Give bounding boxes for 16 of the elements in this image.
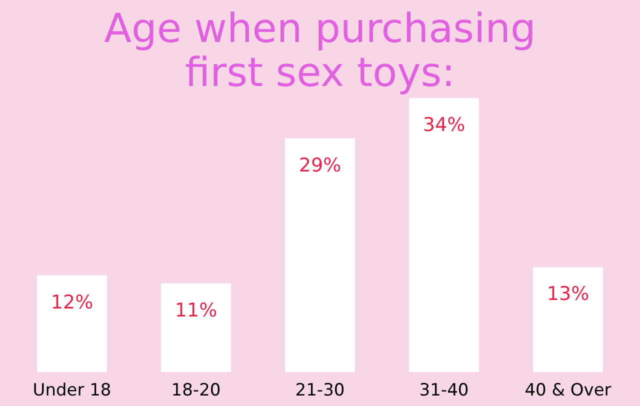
x-tick-label: Under 18 <box>32 380 112 400</box>
bar <box>533 267 603 372</box>
chart-title: Age when purchasing first sex toys: <box>104 6 536 96</box>
bar <box>161 283 231 372</box>
x-tick-label: 18-20 <box>171 380 221 400</box>
data-label: 29% <box>298 154 342 176</box>
data-label: 11% <box>174 299 218 322</box>
x-tick-label: 40 & Over <box>524 380 612 400</box>
x-tick-label: 21-30 <box>295 380 345 400</box>
x-tick-label: 31-40 <box>419 380 469 400</box>
data-label: 12% <box>50 291 94 314</box>
bar <box>285 138 355 372</box>
bar <box>409 98 479 372</box>
data-label: 34% <box>422 114 466 136</box>
data-label: 13% <box>546 283 590 306</box>
bar <box>37 275 107 372</box>
